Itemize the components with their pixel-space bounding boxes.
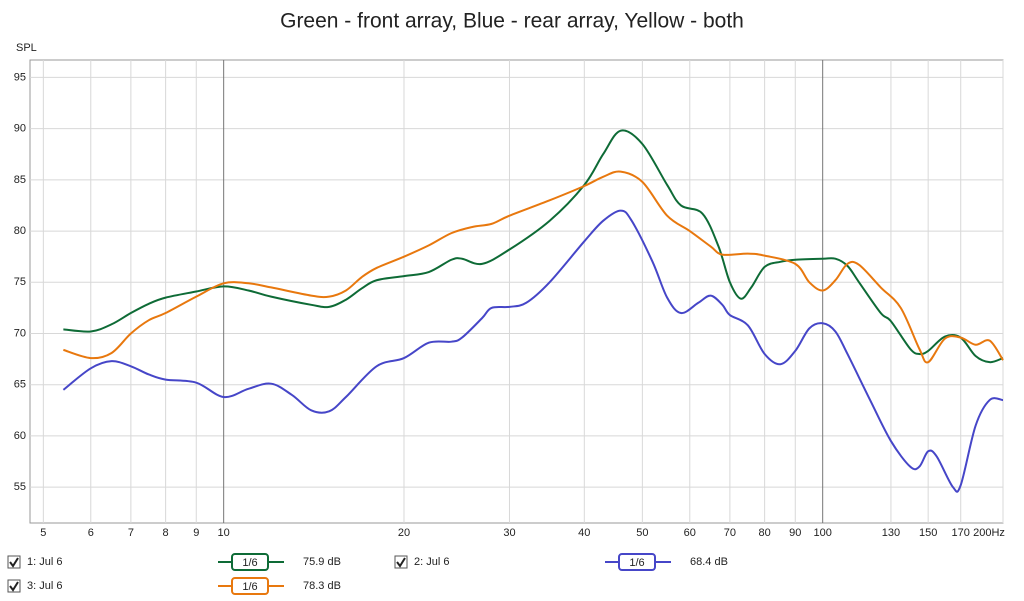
line [63, 129, 1004, 364]
x-tick-label: 7 [128, 527, 134, 539]
y-tick-label: 75 [14, 276, 26, 288]
smoothing-label: 1/6 [242, 581, 257, 593]
y-tick-label: 85 [14, 174, 26, 186]
x-tick-label: 20 [398, 527, 410, 539]
x-tick-label: 90 [789, 527, 801, 539]
y-tick-label: 80 [14, 225, 26, 237]
y-tick-label: 95 [14, 71, 26, 83]
x-tick-label: 6 [88, 527, 94, 539]
x-tick-label: 9 [193, 527, 199, 539]
smoothing-button[interactable] [231, 577, 269, 595]
x-tick-label: 30 [503, 527, 515, 539]
x-tick-label: 8 [163, 527, 169, 539]
legend-label: 1: Jul 6 [27, 556, 62, 568]
level-label: 68.4 dB [690, 556, 728, 568]
smoothing-label: 1/6 [629, 557, 644, 569]
y-tick-label: 90 [14, 123, 26, 135]
level-label: 75.9 dB [303, 556, 341, 568]
x-tick-label: 5 [40, 527, 46, 539]
plot-area [29, 59, 1004, 524]
y-tick-label: 70 [14, 327, 26, 339]
x-tick-label: 10 [218, 527, 230, 539]
checkmark [9, 557, 19, 568]
x-tick-label: 70 [724, 527, 736, 539]
x-tick-label: 200Hz [973, 527, 1005, 539]
legend-label: 2: Jul 6 [414, 556, 449, 568]
smoothing-label: 1/6 [242, 557, 257, 569]
checkmark [9, 581, 19, 592]
level-label: 78.3 dB [303, 580, 341, 592]
x-tick-label: 40 [578, 527, 590, 539]
checkmark [396, 557, 406, 568]
x-tick-label: 60 [684, 527, 696, 539]
x-tick-label: 50 [636, 527, 648, 539]
x-tick-label: 150 [919, 527, 937, 539]
x-tick-label: 170 [952, 527, 970, 539]
y-tick-label: 65 [14, 379, 26, 391]
smoothing-button[interactable] [618, 553, 656, 571]
x-tick-label: 130 [882, 527, 900, 539]
line [63, 170, 1004, 364]
x-tick-label: 100 [813, 527, 831, 539]
x-tick-label: 80 [759, 527, 771, 539]
legend-label: 3: Jul 6 [27, 580, 62, 592]
line [62, 209, 1004, 493]
y-tick-label: 55 [14, 481, 26, 493]
y-axis-label: SPL [16, 42, 37, 54]
smoothing-button[interactable] [231, 553, 269, 571]
y-tick-label: 60 [14, 430, 26, 442]
chart-title: Green - front array, Blue - rear array, … [280, 10, 744, 33]
